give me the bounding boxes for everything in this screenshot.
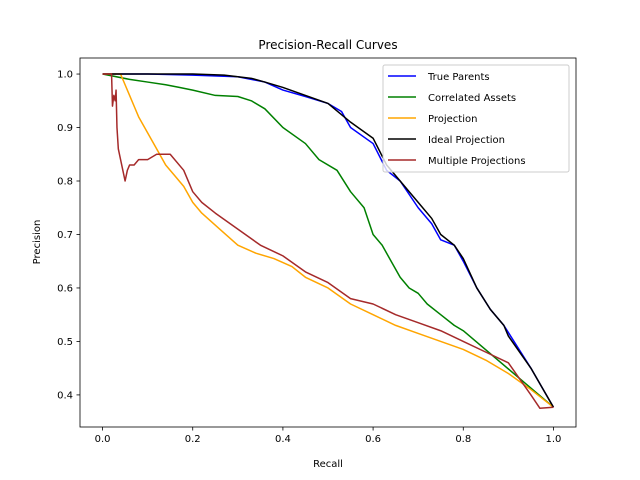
legend-label-2: Projection	[428, 114, 477, 125]
x-axis-label: Recall	[313, 459, 343, 470]
x-tick-label: 0.6	[365, 434, 381, 445]
legend-box	[382, 64, 570, 173]
series-line-1	[102, 73, 554, 408]
y-tick-label: 1.0	[57, 70, 73, 81]
x-tick-label: 0.8	[455, 434, 471, 445]
x-axis: 0.0 0.2 0.4 0.6 0.8 1.0	[95, 427, 562, 445]
y-tick-label: 0.9	[57, 123, 73, 134]
legend-label-3: Ideal Projection	[428, 135, 505, 146]
chart-title: Precision-Recall Curves	[258, 38, 397, 52]
legend: True Parents Correlated Assets Projection I…	[382, 64, 570, 173]
y-tick-label: 0.5	[57, 337, 73, 348]
y-tick-label: 0.6	[57, 283, 73, 294]
x-tick-label: 0.0	[95, 434, 111, 445]
y-tick-label: 0.7	[57, 230, 73, 241]
series-line-2	[102, 73, 554, 408]
legend-label-4: Multiple Projections	[428, 156, 526, 167]
axes-frame	[79, 57, 577, 428]
x-tick-label: 0.2	[185, 434, 201, 445]
series-line-4	[102, 73, 554, 410]
legend-label-1: Correlated Assets	[428, 93, 516, 104]
x-tick-label: 0.4	[275, 434, 291, 445]
y-tick-label: 0.4	[57, 390, 73, 401]
y-tick-label: 0.8	[57, 177, 73, 188]
x-tick-label: 1.0	[546, 434, 562, 445]
y-axis: 0.4 0.5 0.6 0.7 0.8 0.9 1.0	[57, 70, 80, 401]
legend-label-0: True Parents	[427, 72, 490, 83]
y-axis-label: Precision	[32, 220, 43, 265]
